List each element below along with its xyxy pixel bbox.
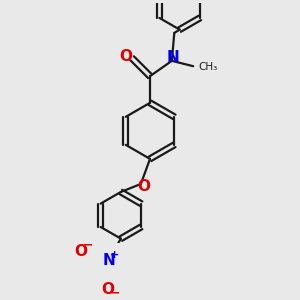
Text: CH₃: CH₃: [199, 62, 218, 72]
Text: −: −: [83, 239, 94, 252]
Text: O: O: [120, 50, 133, 64]
Text: O: O: [74, 244, 87, 259]
Text: +: +: [110, 250, 119, 260]
Text: N: N: [167, 50, 180, 65]
Text: O: O: [102, 282, 115, 297]
Text: −: −: [110, 286, 120, 299]
Text: O: O: [138, 179, 151, 194]
Text: N: N: [103, 253, 115, 268]
